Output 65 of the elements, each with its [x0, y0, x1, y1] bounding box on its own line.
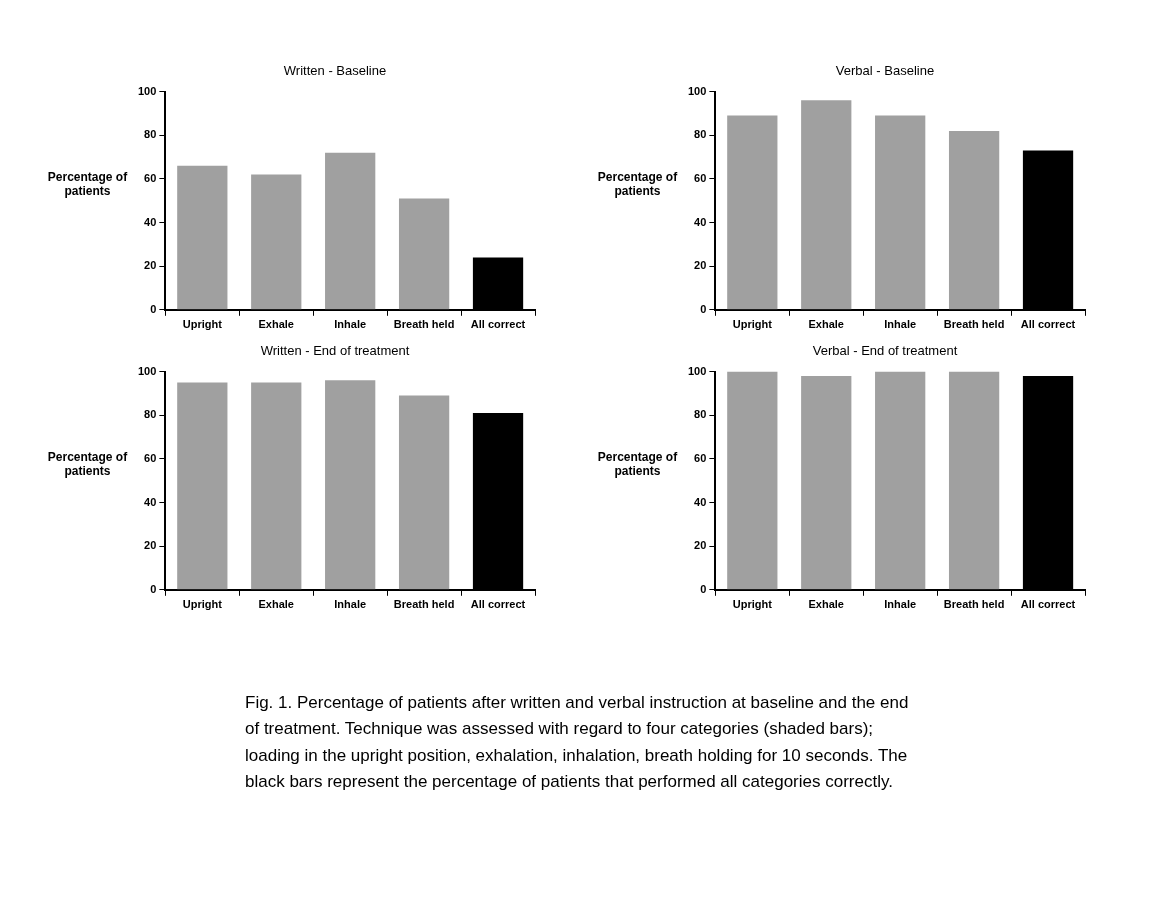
x-tick-label: Exhale [258, 598, 294, 611]
y-tick-label: 80 [694, 128, 707, 141]
y-tick-label: 20 [694, 539, 707, 552]
y-tick-label: 60 [144, 171, 157, 184]
y-tick-label: 80 [144, 128, 157, 141]
y-tick-label: 60 [144, 451, 157, 464]
y-tick-label: 60 [694, 451, 707, 464]
y-tick-label: 0 [150, 302, 157, 315]
x-tick-label: All correct [1020, 318, 1076, 331]
y-axis-title: Percentage of patients [46, 450, 129, 478]
bar [177, 165, 228, 310]
y-tick-label: 20 [694, 259, 707, 272]
bar [398, 395, 450, 590]
y-tick-label: 40 [694, 495, 707, 508]
chart-title: Written - Baseline [283, 63, 387, 79]
y-tick-label: 20 [144, 259, 157, 272]
x-tick-label: Breath held [393, 318, 455, 331]
bar [177, 382, 228, 590]
chart-title: Verbal - End of treatment [812, 343, 958, 359]
x-tick-label: Breath held [393, 598, 455, 611]
x-tick-label: Upright [182, 318, 223, 331]
y-tick-label: 80 [144, 408, 157, 421]
y-tick-label: 0 [700, 302, 707, 315]
x-tick-label: All correct [470, 318, 526, 331]
y-tick-label: 100 [687, 364, 707, 377]
caption: Fig. 1. Percentage of patients after written and verbal instruction at baseline and the end of treatment. Technique was assessed with regard to four categories (shaded bars); loading in the upright position, exhalation, inhalation, breath holding for 10 seconds. The black bars represent the percentage of patients that performed all categories correctly. [245, 692, 910, 794]
x-tick-label: Inhale [334, 598, 367, 611]
bar [325, 380, 376, 590]
x-tick-label: Inhale [884, 598, 917, 611]
y-axis-title: Percentage of patients [596, 170, 679, 198]
x-tick-label: Breath held [943, 318, 1005, 331]
y-tick-label: 80 [694, 408, 707, 421]
y-tick-label: 100 [137, 84, 157, 97]
y-tick-label: 100 [137, 364, 157, 377]
x-tick-label: Exhale [808, 318, 844, 331]
y-tick-label: 100 [687, 84, 707, 97]
x-tick-label: Upright [182, 598, 223, 611]
y-tick-label: 40 [144, 215, 157, 228]
x-tick-label: Upright [732, 598, 773, 611]
bar [875, 115, 926, 310]
y-axis-title: Percentage of patients [596, 450, 679, 478]
y-tick-label: 60 [694, 171, 707, 184]
y-tick-label: 0 [150, 582, 157, 595]
bar [251, 174, 302, 310]
x-tick-label: Exhale [258, 318, 294, 331]
y-tick-label: 40 [694, 215, 707, 228]
y-tick-label: 0 [700, 582, 707, 595]
y-tick-label: 20 [144, 539, 157, 552]
y-tick-label: 40 [144, 495, 157, 508]
x-tick-label: Exhale [808, 598, 844, 611]
bar [398, 198, 450, 310]
x-tick-label: All correct [470, 598, 526, 611]
x-tick-label: Inhale [884, 318, 917, 331]
x-tick-label: All correct [1020, 598, 1076, 611]
bar [251, 382, 302, 590]
bar [727, 115, 778, 310]
chart-title: Written - End of treatment [260, 343, 410, 359]
x-tick-label: Breath held [943, 598, 1005, 611]
y-axis-title: Percentage of patients [46, 170, 129, 198]
x-tick-label: Inhale [334, 318, 367, 331]
chart-title: Verbal - Baseline [835, 63, 935, 79]
bar [801, 100, 852, 310]
x-tick-label: Upright [732, 318, 773, 331]
bar [325, 152, 376, 310]
bar [948, 130, 1000, 310]
